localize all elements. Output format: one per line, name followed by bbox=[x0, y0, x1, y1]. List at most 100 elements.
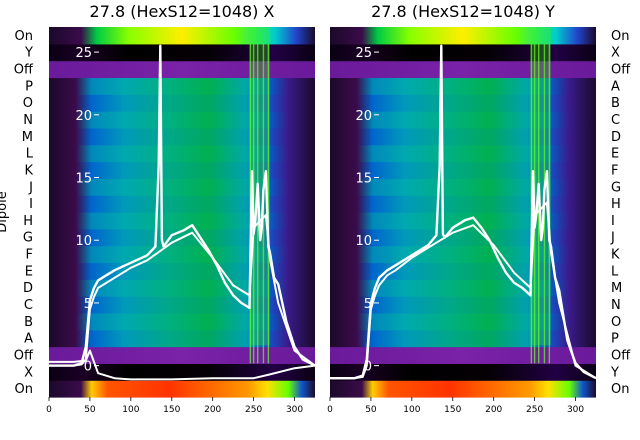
row-label: A bbox=[24, 332, 33, 347]
heatmap-row bbox=[330, 27, 596, 45]
heatmap-row bbox=[330, 363, 596, 381]
chart-title: 27.8 (HexS12=1048) Y bbox=[371, 2, 555, 21]
row-label: A bbox=[611, 79, 620, 94]
heatmap-row bbox=[49, 262, 315, 280]
row-label: G bbox=[23, 231, 33, 246]
heatmap-row bbox=[49, 161, 315, 179]
row-label: I bbox=[29, 197, 33, 212]
heatmap-band bbox=[530, 27, 551, 346]
row-label: Off bbox=[14, 349, 34, 364]
row-label: P bbox=[611, 332, 619, 347]
heatmap-row bbox=[49, 27, 315, 45]
heatmap-row bbox=[49, 178, 315, 196]
heatmap-row bbox=[330, 144, 596, 163]
heatmap-row bbox=[49, 111, 315, 129]
row-label: X bbox=[24, 365, 33, 380]
row-label: M bbox=[22, 130, 33, 145]
x-tick-label: 300 bbox=[567, 405, 584, 415]
overlay-y-tick: 25 bbox=[75, 46, 92, 61]
row-label: B bbox=[611, 96, 620, 111]
heatmap-row bbox=[330, 111, 596, 129]
row-label: K bbox=[24, 164, 33, 179]
overlay-y-tick: 0 bbox=[364, 360, 372, 375]
x-tick-label: 0 bbox=[327, 405, 333, 415]
x-tick-label: 150 bbox=[163, 405, 180, 415]
heatmap-row bbox=[49, 279, 315, 297]
x-tick-label: 250 bbox=[526, 405, 543, 415]
heatmap-row bbox=[330, 329, 596, 348]
x-tick-label: 50 bbox=[84, 405, 96, 415]
row-label: F bbox=[26, 248, 33, 263]
row-label: On bbox=[15, 29, 33, 44]
row-label: C bbox=[611, 113, 620, 128]
x-tick-label: 300 bbox=[286, 405, 303, 415]
heatmap-row bbox=[49, 346, 315, 364]
row-label: H bbox=[611, 197, 621, 212]
overlay-line-series-3 bbox=[49, 349, 316, 381]
overlay-y-tick: 5 bbox=[364, 297, 372, 312]
row-label: N bbox=[611, 298, 621, 313]
heatmap-row bbox=[330, 380, 596, 398]
heatmap-row bbox=[330, 228, 596, 247]
row-label: M bbox=[611, 281, 622, 296]
overlay-y-tick: 5 bbox=[84, 297, 92, 312]
heatmap-row bbox=[330, 94, 596, 112]
heatmap-row bbox=[330, 77, 596, 95]
row-label: On bbox=[611, 382, 629, 397]
overlay-y-tick: 25 bbox=[355, 46, 372, 61]
overlay-line-series-2 bbox=[49, 214, 316, 367]
row-label: C bbox=[24, 298, 33, 313]
heatmap-row bbox=[49, 312, 315, 331]
row-label: P bbox=[25, 79, 33, 94]
heatmap-row bbox=[49, 245, 315, 264]
heatmap-row bbox=[49, 212, 315, 230]
heatmap-row bbox=[49, 43, 315, 62]
row-label: E bbox=[611, 147, 619, 162]
overlay-y-tick: 15 bbox=[355, 172, 372, 187]
x-tick-label: 200 bbox=[204, 405, 221, 415]
row-label: K bbox=[611, 248, 620, 263]
heatmap-row bbox=[49, 94, 315, 112]
heatmap-row bbox=[330, 296, 596, 314]
row-label: B bbox=[24, 315, 33, 330]
row-label: I bbox=[611, 214, 615, 229]
heatmap-row bbox=[49, 144, 315, 163]
row-label: H bbox=[23, 214, 33, 229]
row-label: J bbox=[610, 231, 615, 246]
x-tick-label: 250 bbox=[245, 405, 262, 415]
row-label: O bbox=[23, 96, 33, 111]
row-label: On bbox=[611, 29, 629, 44]
heatmap-row bbox=[49, 380, 315, 398]
x-tick-label: 0 bbox=[46, 405, 52, 415]
row-label: N bbox=[23, 113, 33, 128]
overlay-y-tick: 0 bbox=[84, 360, 92, 375]
overlay-y-tick: 20 bbox=[355, 109, 372, 124]
row-label: Y bbox=[24, 46, 33, 61]
row-label: Y bbox=[610, 365, 619, 380]
heatmap-row bbox=[49, 77, 315, 95]
row-label: O bbox=[611, 315, 621, 330]
overlay-y-tick: 20 bbox=[75, 109, 92, 124]
heatmap-row bbox=[330, 43, 596, 62]
heatmap-row bbox=[330, 312, 596, 331]
heatmap-row bbox=[49, 60, 315, 79]
heatmap-row bbox=[330, 195, 596, 213]
row-label: D bbox=[23, 281, 33, 296]
chart-title: 27.8 (HexS12=1048) X bbox=[90, 2, 275, 21]
overlay-y-tick: 10 bbox=[75, 234, 92, 249]
heatmap-row bbox=[330, 127, 596, 146]
row-label: L bbox=[26, 147, 34, 162]
row-label: F bbox=[611, 164, 618, 179]
x-tick-label: 100 bbox=[122, 405, 139, 415]
heatmap-row bbox=[330, 245, 596, 264]
row-label: Off bbox=[611, 63, 631, 78]
row-label: Off bbox=[14, 63, 34, 78]
row-label: D bbox=[611, 130, 621, 145]
heatmap-row bbox=[330, 262, 596, 280]
heatmap-row bbox=[49, 363, 315, 381]
x-tick-label: 50 bbox=[365, 405, 377, 415]
row-label: G bbox=[611, 180, 621, 195]
